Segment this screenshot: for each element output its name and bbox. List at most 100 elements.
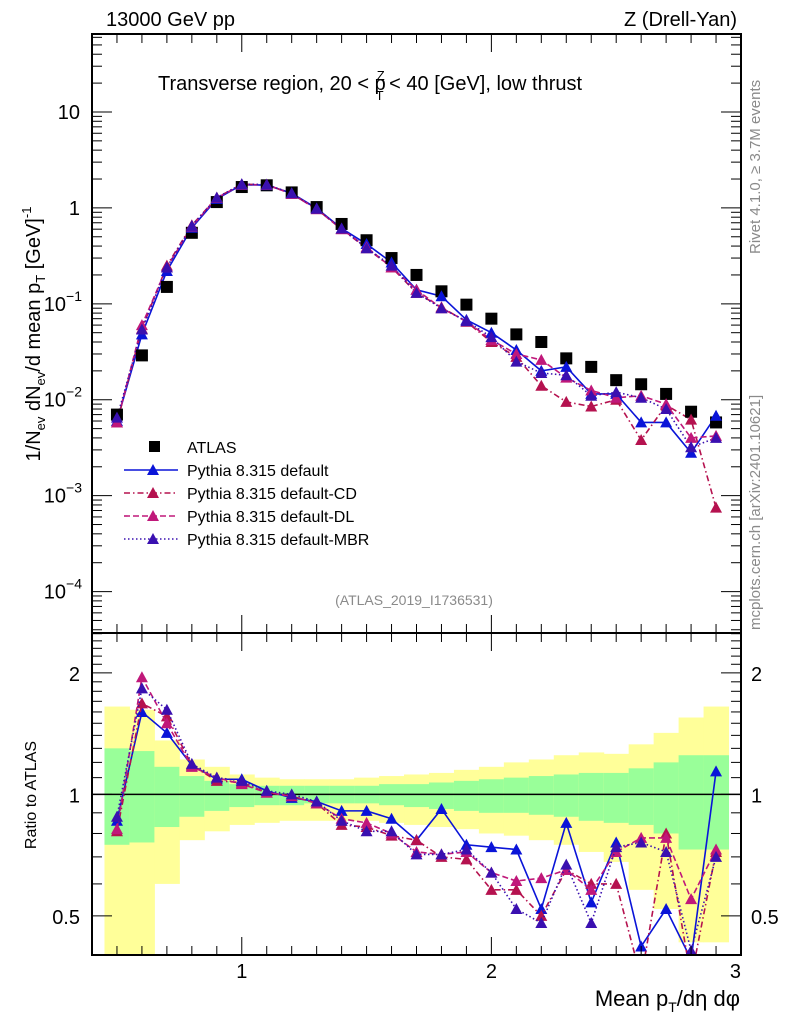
- data-point-cd: [560, 395, 573, 407]
- ratio-point-cd: [635, 972, 647, 983]
- data-point-dl: [535, 353, 548, 365]
- ratio-y-tick-label-right: 2: [751, 664, 762, 686]
- ratio-point-mbr: [310, 795, 323, 807]
- legend-label: Pythia 8.315 default-CD: [187, 486, 357, 503]
- data-point-atlas: [585, 360, 598, 373]
- data-point-default: [685, 446, 698, 458]
- ratio-point-dl: [135, 671, 148, 683]
- data-point-mbr: [210, 191, 223, 203]
- legend-item-cd: Pythia 8.315 default-CD: [124, 486, 357, 503]
- ratio-y-tick-label-right: 1: [751, 785, 762, 807]
- data-point-mbr: [585, 389, 598, 401]
- ratio-point-mbr: [710, 850, 723, 862]
- ratio-point-mbr: [185, 757, 198, 769]
- ratio-point-dl: [710, 843, 723, 855]
- ratio-point-cd: [460, 853, 473, 865]
- ratio-point-default: [635, 940, 648, 952]
- x-tick-label: 1: [236, 961, 247, 983]
- data-point-mbr: [185, 219, 198, 231]
- data-point-mbr: [385, 259, 398, 271]
- title-pre: Transverse region, 20 < p: [158, 73, 386, 95]
- main-y-tick-label: 10−4: [44, 576, 82, 604]
- ratio-point-default: [435, 802, 448, 814]
- mcplots-label: mcplots.cern.ch [arXiv:2401.10621]: [747, 395, 764, 630]
- data-point-atlas: [510, 328, 523, 341]
- main-y-tick-label: 10−3: [44, 480, 82, 508]
- title-sup: Z: [377, 68, 385, 83]
- ratio-point-mbr: [560, 858, 573, 870]
- data-point-mbr: [360, 242, 373, 254]
- ratio-point-default: [485, 841, 498, 853]
- x-axis-label: Mean pT/dη dφ: [595, 986, 740, 1015]
- ratio-point-mbr: [135, 682, 148, 694]
- data-point-atlas: [560, 352, 573, 365]
- data-point-mbr: [485, 331, 498, 343]
- ratio-series-layer: [110, 671, 723, 983]
- band-inner-bin: [478, 779, 505, 813]
- data-point-atlas: [610, 374, 623, 387]
- x-tick-label: 2: [486, 961, 497, 983]
- data-point-cd: [535, 379, 548, 391]
- data-point-cd: [635, 434, 648, 446]
- title-post: < 40 [GeV], low thrust: [384, 73, 583, 95]
- legend-label: Pythia 8.315 default-MBR: [187, 532, 369, 549]
- ratio-point-default: [560, 816, 573, 828]
- data-point-mbr: [335, 222, 348, 234]
- band-inner-bin: [678, 755, 705, 850]
- ratio-point-default: [135, 705, 148, 717]
- band-inner-bin: [154, 766, 180, 828]
- main-y-tick-label: 10−1: [44, 288, 82, 316]
- band-inner-bin: [528, 776, 555, 815]
- ratio-point-cd: [685, 972, 697, 983]
- ratio-point-mbr: [435, 848, 448, 860]
- main-y-axis-label: 1/Nev dNev/d mean pT [GeV]-1: [19, 207, 48, 462]
- legend-item-default: Pythia 8.315 default: [124, 463, 329, 480]
- analysis-id: (ATLAS_2019_I1736531): [335, 592, 493, 608]
- data-point-mbr: [160, 261, 173, 273]
- data-point-default: [710, 409, 723, 421]
- data-point-mbr: [285, 187, 298, 199]
- series-line-mbr: [116, 183, 717, 449]
- legend-item-mbr: Pythia 8.315 default-MBR: [124, 532, 369, 549]
- data-point-atlas: [160, 280, 173, 293]
- ratio-y-axis-label: Ratio to ATLAS: [23, 741, 40, 849]
- ratio-point-mbr: [385, 825, 398, 837]
- band-inner-bin: [404, 784, 430, 808]
- ratio-y-tick-label: 1: [69, 785, 80, 807]
- ratio-y-tick-label-right: 0.5: [751, 907, 779, 929]
- ratio-point-dl: [110, 823, 123, 835]
- data-point-cd: [585, 400, 598, 412]
- data-point-mbr: [660, 403, 673, 415]
- data-point-atlas: [135, 349, 148, 362]
- legend-marker-triangle: [147, 487, 159, 498]
- band-inner-bin: [204, 780, 230, 811]
- ratio-point-cd: [510, 883, 523, 895]
- ratio-point-default: [510, 843, 523, 855]
- plot-title: Transverse region, 20 < pZ T < 40 [GeV], …: [158, 68, 582, 103]
- ratio-point-dl: [160, 717, 173, 729]
- data-point-mbr: [310, 202, 323, 214]
- data-point-default: [660, 416, 673, 428]
- ratio-point-default: [585, 896, 598, 908]
- legend-item-atlas: ATLAS: [149, 440, 237, 457]
- ratio-point-mbr: [485, 866, 498, 878]
- band-inner-bin: [628, 768, 655, 825]
- main-y-tick-label: 10: [58, 102, 80, 124]
- legend-label: Pythia 8.315 default: [187, 463, 329, 480]
- ratio-point-mbr: [410, 848, 423, 860]
- ratio-point-mbr: [535, 917, 548, 929]
- band-inner-bin: [229, 784, 255, 808]
- ratio-point-dl: [685, 893, 698, 905]
- data-point-atlas: [535, 335, 548, 348]
- legend-marker-triangle: [147, 510, 159, 521]
- legend-marker-triangle: [147, 464, 159, 475]
- data-point-mbr: [135, 323, 148, 335]
- legend-label: ATLAS: [187, 440, 237, 457]
- main-y-tick-label: 1: [69, 198, 80, 220]
- data-point-atlas: [410, 268, 423, 281]
- legend: ATLAS Pythia 8.315 default Pythia 8.315 de…: [124, 440, 369, 549]
- ratio-clip-group: [110, 671, 723, 983]
- data-point-atlas: [460, 298, 473, 311]
- ratio-point-mbr: [285, 788, 298, 800]
